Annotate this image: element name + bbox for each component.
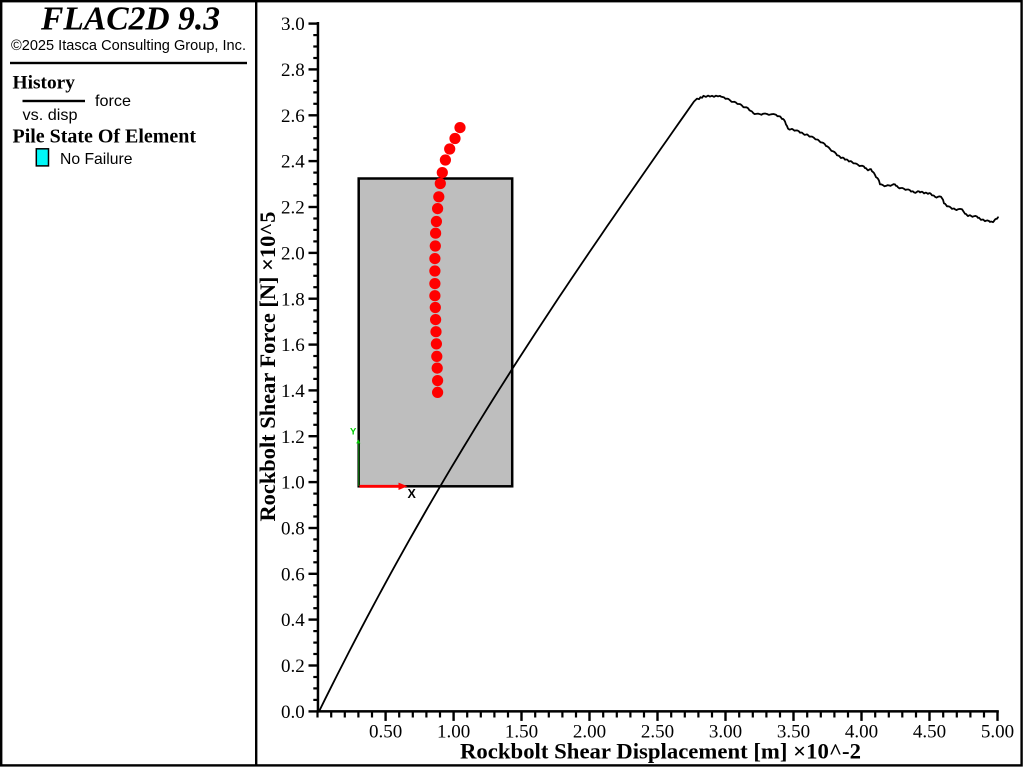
svg-text:2.2: 2.2: [281, 198, 305, 219]
svg-text:1.0: 1.0: [281, 473, 305, 494]
svg-text:4.50: 4.50: [913, 722, 946, 743]
svg-text:0.4: 0.4: [281, 610, 305, 631]
svg-text:0.8: 0.8: [281, 519, 305, 540]
svg-text:1.00: 1.00: [437, 722, 470, 743]
svg-text:3.0: 3.0: [281, 14, 305, 35]
svg-text:1.4: 1.4: [281, 381, 305, 402]
svg-text:Y: Y: [350, 426, 357, 437]
svg-text:vs. disp: vs. disp: [23, 107, 78, 124]
svg-text:X: X: [408, 487, 417, 501]
svg-text:1.6: 1.6: [281, 335, 305, 356]
svg-text:2.6: 2.6: [281, 106, 305, 127]
svg-text:5.00: 5.00: [981, 722, 1014, 743]
svg-text:3.00: 3.00: [709, 722, 742, 743]
svg-text:3.50: 3.50: [777, 722, 810, 743]
svg-text:©2025 Itasca Consulting Group,: ©2025 Itasca Consulting Group, Inc.: [11, 38, 246, 54]
svg-text:Pile State Of Element: Pile State Of Element: [13, 126, 197, 148]
svg-text:Rockbolt Shear Displacement [m: Rockbolt Shear Displacement [m] ×10^-2: [460, 738, 861, 763]
svg-text:0.0: 0.0: [281, 702, 305, 723]
svg-text:0.6: 0.6: [281, 564, 305, 585]
svg-text:2.00: 2.00: [573, 722, 606, 743]
svg-text:0.50: 0.50: [369, 722, 402, 743]
svg-text:1.8: 1.8: [281, 289, 305, 310]
svg-text:1.50: 1.50: [505, 722, 538, 743]
svg-text:Rockbolt Shear Force [N] ×10^5: Rockbolt Shear Force [N] ×10^5: [255, 212, 280, 522]
svg-text:2.50: 2.50: [641, 722, 674, 743]
svg-text:2.4: 2.4: [281, 152, 305, 173]
svg-text:FLAC2D 9.3: FLAC2D 9.3: [40, 1, 220, 38]
svg-text:force: force: [95, 93, 131, 110]
svg-text:2.0: 2.0: [281, 244, 305, 265]
svg-text:1.2: 1.2: [281, 427, 305, 448]
svg-text:0.2: 0.2: [281, 656, 305, 677]
svg-text:4.00: 4.00: [845, 722, 878, 743]
svg-text:No Failure: No Failure: [60, 151, 133, 168]
svg-text:History: History: [13, 72, 76, 93]
svg-text:2.8: 2.8: [281, 60, 305, 81]
